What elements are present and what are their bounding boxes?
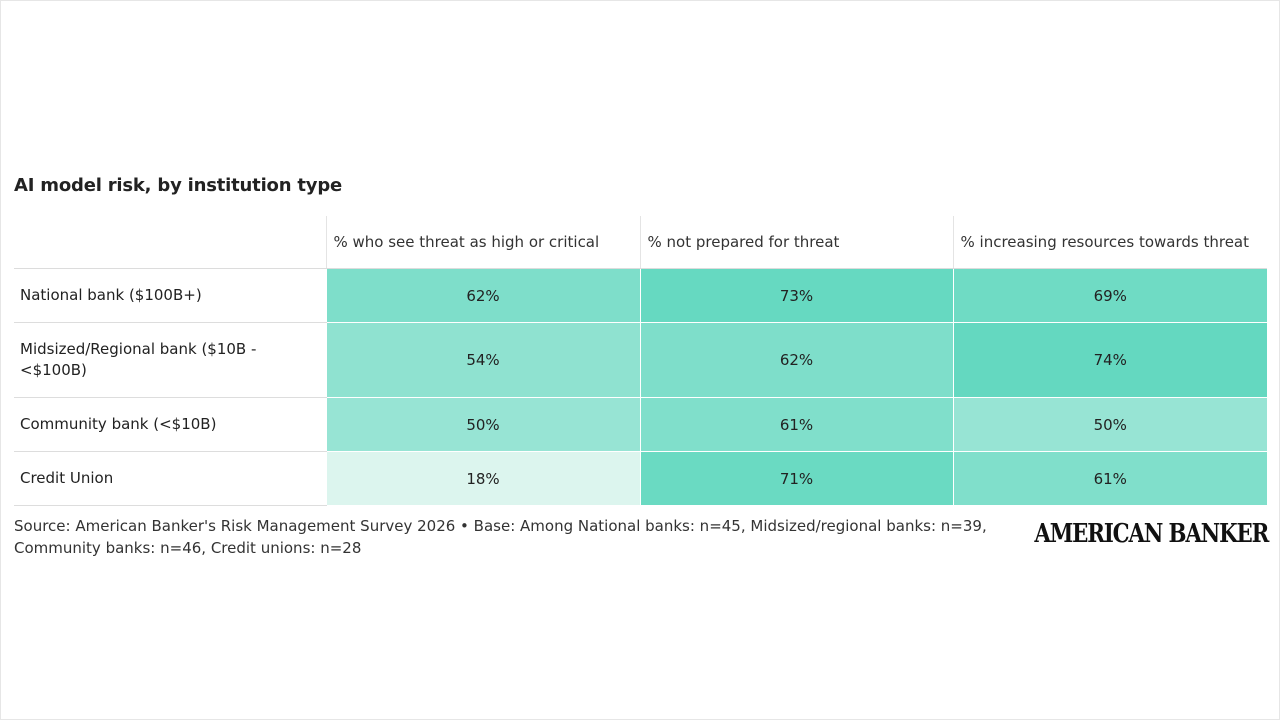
header-corner <box>14 216 326 269</box>
heat-cell: 61% <box>952 451 1267 506</box>
heat-cell: 69% <box>952 268 1267 323</box>
table-row: Community bank (<$10B) 50% 61% 50% <box>14 397 1267 452</box>
row-label: National bank ($100B+) <box>14 268 326 323</box>
heat-cell: 50% <box>325 397 640 452</box>
table-row: National bank ($100B+) 62% 73% 69% <box>14 268 1267 323</box>
row-label: Community bank (<$10B) <box>14 397 326 452</box>
header-row: % who see threat as high or critical % n… <box>14 216 1267 269</box>
row-label: Midsized/Regional bank ($10B - <$100B) <box>14 322 326 398</box>
american-banker-logo: AMERICAN BANKER <box>1034 519 1269 549</box>
source-note: Source: American Banker's Risk Managemen… <box>14 517 987 557</box>
heat-cell: 71% <box>639 451 953 506</box>
column-header: % not prepared for threat <box>639 216 953 269</box>
table-row: Midsized/Regional bank ($10B - <$100B) 5… <box>14 322 1267 398</box>
row-label: Credit Union <box>14 451 326 506</box>
column-header: % who see threat as high or critical <box>325 216 640 269</box>
heatmap-table: % who see threat as high or critical % n… <box>14 216 1267 506</box>
chart-title: AI model risk, by institution type <box>14 175 343 196</box>
heat-cell: 18% <box>325 451 640 506</box>
heat-cell: 74% <box>952 322 1267 398</box>
table-row: Credit Union 18% 71% 61% <box>14 451 1267 506</box>
heat-cell: 50% <box>952 397 1267 452</box>
column-header: % increasing resources towards threat <box>952 216 1267 269</box>
heat-cell: 54% <box>325 322 640 398</box>
heat-cell: 62% <box>639 322 953 398</box>
heat-cell: 73% <box>639 268 953 323</box>
heat-cell: 62% <box>325 268 640 323</box>
heat-cell: 61% <box>639 397 953 452</box>
